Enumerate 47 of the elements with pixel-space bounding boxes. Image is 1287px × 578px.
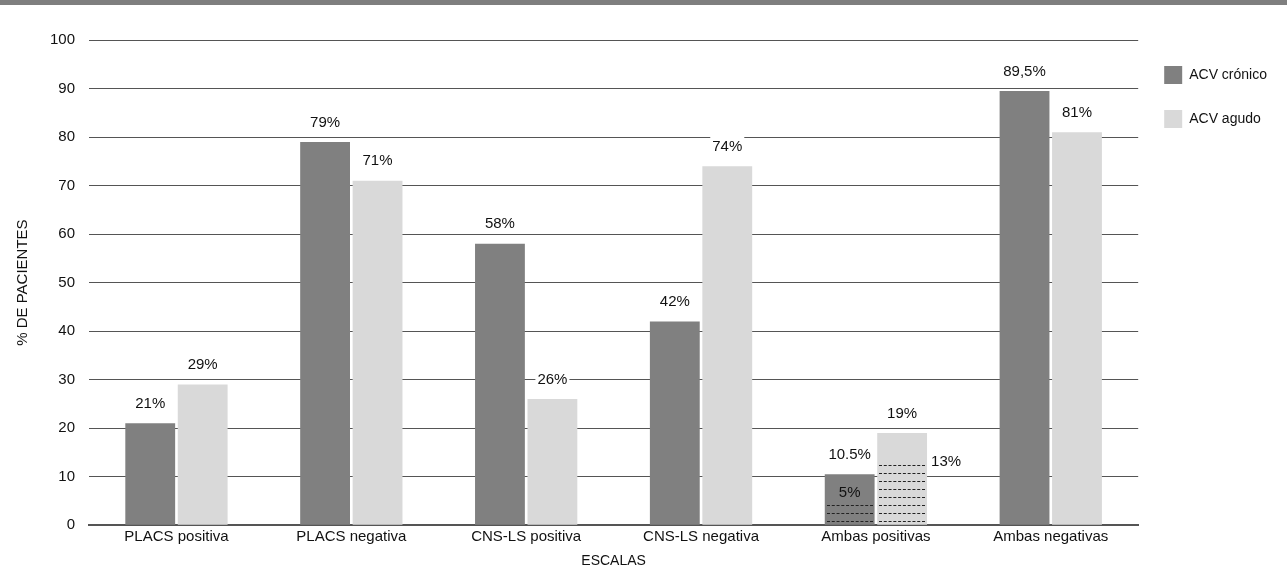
bar xyxy=(702,166,753,525)
bar xyxy=(1052,132,1102,525)
data-label: 89,5% xyxy=(1003,61,1046,79)
data-label: 81% xyxy=(1061,102,1093,120)
data-label: 29% xyxy=(187,355,218,373)
bar xyxy=(824,474,875,525)
x-tick-label: CNS-LS positiva xyxy=(471,527,582,545)
y-tick-label: 60 xyxy=(58,224,76,242)
y-tick-label: 100 xyxy=(50,30,76,48)
data-label: 58% xyxy=(484,214,515,232)
data-label: 79% xyxy=(310,112,341,130)
x-tick-label: PLACS negativa xyxy=(296,527,408,545)
x-tick-label: Ambas negativas xyxy=(993,527,1109,545)
bar xyxy=(177,384,228,525)
legend-label: ACV agudo xyxy=(1189,109,1262,126)
bar xyxy=(527,399,578,525)
y-tick-label: 40 xyxy=(58,321,76,339)
y-tick-label: 0 xyxy=(66,515,76,533)
x-tick-label: Ambas positivas xyxy=(821,527,931,545)
x-axis-title: ESCALAS xyxy=(581,552,646,569)
data-label: 74% xyxy=(712,136,743,154)
y-tick-label: 70 xyxy=(58,175,76,193)
bar xyxy=(125,423,176,525)
bar xyxy=(999,90,1050,525)
data-label: 26% xyxy=(537,369,568,387)
bar xyxy=(300,141,351,525)
y-tick-label: 30 xyxy=(58,369,76,387)
data-label: 42% xyxy=(659,292,690,310)
bar xyxy=(649,321,700,525)
annotation: 5% xyxy=(838,482,861,500)
legend-label: ACV crónico xyxy=(1189,65,1268,82)
y-tick-label: 90 xyxy=(58,78,76,96)
bar xyxy=(877,433,928,525)
data-label: 71% xyxy=(362,151,393,169)
x-tick-label: CNS-LS negativa xyxy=(643,527,760,545)
annotation: 13% xyxy=(931,452,962,470)
data-label: 21% xyxy=(135,393,166,411)
y-tick-label: 20 xyxy=(58,418,76,436)
y-tick-label: 10 xyxy=(58,466,76,484)
y-tick-label: 80 xyxy=(58,127,76,145)
bar xyxy=(475,243,525,525)
y-tick-label: 50 xyxy=(58,272,76,290)
bar xyxy=(352,180,403,525)
data-label: 10.5% xyxy=(828,444,871,462)
x-tick-label: PLACS positiva xyxy=(124,527,230,545)
y-axis-title: % DE PACIENTES xyxy=(13,219,31,346)
data-label: 19% xyxy=(887,403,918,421)
